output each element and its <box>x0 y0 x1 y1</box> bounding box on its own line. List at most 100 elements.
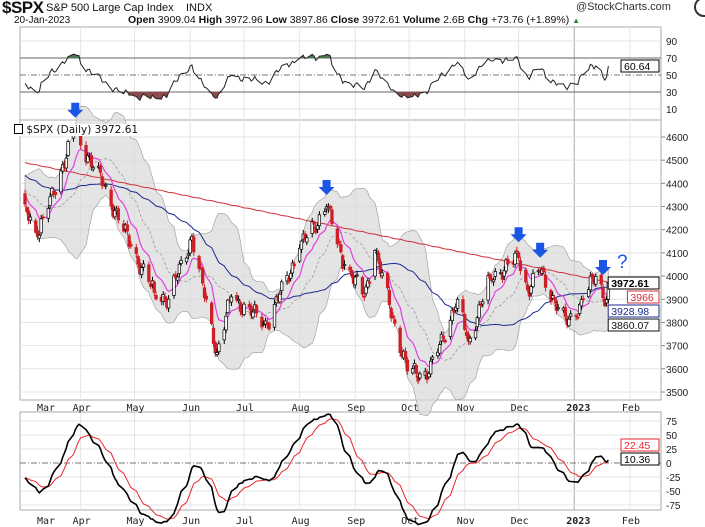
down-arrow-icon <box>67 102 84 118</box>
candle-body <box>403 351 408 360</box>
x-tick-label: Mar <box>37 403 55 414</box>
x-tick-label: Nov <box>457 516 475 527</box>
x-tick-label: Aug <box>292 516 310 527</box>
candle-body <box>586 289 591 298</box>
candle-body <box>39 218 43 234</box>
macd-signal-line <box>24 418 609 520</box>
candle-body <box>393 319 397 324</box>
candle-body <box>199 267 203 270</box>
close-label: Close <box>330 14 360 26</box>
candle-body <box>477 304 481 319</box>
candle-body <box>317 214 322 227</box>
x-tick-label: Jul <box>236 516 254 527</box>
candle-body <box>28 216 33 221</box>
candle-body <box>179 259 183 264</box>
candle-body <box>192 236 196 253</box>
macd-tick-label: -50 <box>666 487 681 498</box>
candle-body <box>367 281 372 284</box>
x-tick-label: Apr <box>73 516 91 527</box>
macd-signal-value-label: 22.45 <box>624 440 650 452</box>
y-tick-label: 4600 <box>666 133 689 144</box>
candle-body <box>387 290 392 306</box>
rsi-tick-label: 50 <box>666 71 678 82</box>
brand[interactable]: @StockCharts.com <box>576 1 671 13</box>
candle-body <box>154 295 158 300</box>
candle-body <box>175 276 180 281</box>
candle-body <box>604 299 609 304</box>
question-mark: ? <box>617 252 628 273</box>
candle-body <box>242 303 246 315</box>
candle-body <box>59 170 63 193</box>
candle-body <box>391 315 395 318</box>
candle-body <box>556 307 560 310</box>
high-label: High <box>198 14 222 26</box>
ma50-line <box>24 175 609 327</box>
ema-line <box>24 148 609 368</box>
candle-body <box>531 273 535 288</box>
candle-body <box>152 281 156 293</box>
candle-body <box>529 285 533 294</box>
candle-body <box>229 296 234 303</box>
candle-body <box>441 335 445 339</box>
candle-body <box>473 330 478 339</box>
candle-body <box>251 311 255 318</box>
y-tick-label: 4400 <box>666 179 689 190</box>
candle-body <box>518 260 523 271</box>
candle-body <box>89 155 94 168</box>
rsi-line <box>24 53 609 102</box>
index-name: S&P 500 Large Cap Index <box>46 2 174 14</box>
candle-body <box>411 368 415 374</box>
down-arrow-icon <box>532 242 549 258</box>
x-tick-label: Feb <box>622 403 640 414</box>
candle-body <box>328 205 332 209</box>
candle-body <box>310 221 314 234</box>
x-tick-label: Sep <box>347 516 365 527</box>
candle-body <box>581 298 585 301</box>
candle-body <box>53 191 58 195</box>
candle-body <box>350 269 354 277</box>
close-value: 3972.61 <box>362 14 401 26</box>
candle-body <box>364 286 368 294</box>
rsi-tick-label: 30 <box>666 88 678 99</box>
candle-body <box>430 356 435 360</box>
candle-body <box>373 250 377 277</box>
macd-tick-label: 75 <box>666 417 678 428</box>
chg-value: +73.76 (+1.89%) <box>490 14 570 26</box>
down-arrow-icon <box>510 227 527 243</box>
ma50-value-label: 3928.98 <box>611 306 649 318</box>
candle-body <box>211 327 216 344</box>
panel-frame-2 <box>19 411 662 511</box>
y-tick-label: 4000 <box>666 272 689 283</box>
settings-icon[interactable] <box>694 0 705 17</box>
macd-tick-label: -25 <box>666 473 681 484</box>
candle-body <box>37 234 42 239</box>
ohlc-line: Open 3909.04 High 3972.96 Low 3897.86 Cl… <box>128 15 580 26</box>
x-tick-label: May <box>126 403 144 414</box>
candle-body <box>574 315 578 317</box>
symbol: $SPX <box>2 0 44 17</box>
candle-body <box>129 244 133 247</box>
y-tick-label: 4100 <box>666 249 689 260</box>
y-tick-label: 3900 <box>666 295 689 306</box>
low-value: 3897.86 <box>289 14 328 26</box>
price-value-label-box <box>607 276 660 290</box>
candle-body <box>455 298 460 309</box>
candle-body <box>278 293 282 303</box>
x-tick-label: 2023 <box>566 516 590 527</box>
x-tick-label: Dec <box>511 403 529 414</box>
candle-body <box>588 275 593 291</box>
candle-body <box>461 299 465 313</box>
volume-value: 2.6B <box>443 14 465 26</box>
candle-body <box>236 299 241 301</box>
candle-body <box>217 343 221 352</box>
candle-body <box>437 344 442 354</box>
date: 20-Jan-2023 <box>14 15 71 26</box>
candle-body <box>563 307 567 317</box>
macd-tick-label: 50 <box>666 431 678 442</box>
candle-body <box>109 189 113 207</box>
candle-body <box>468 337 472 343</box>
x-tick-label: Jun <box>182 403 200 414</box>
candle-body <box>491 279 496 283</box>
candle-body <box>46 208 50 219</box>
